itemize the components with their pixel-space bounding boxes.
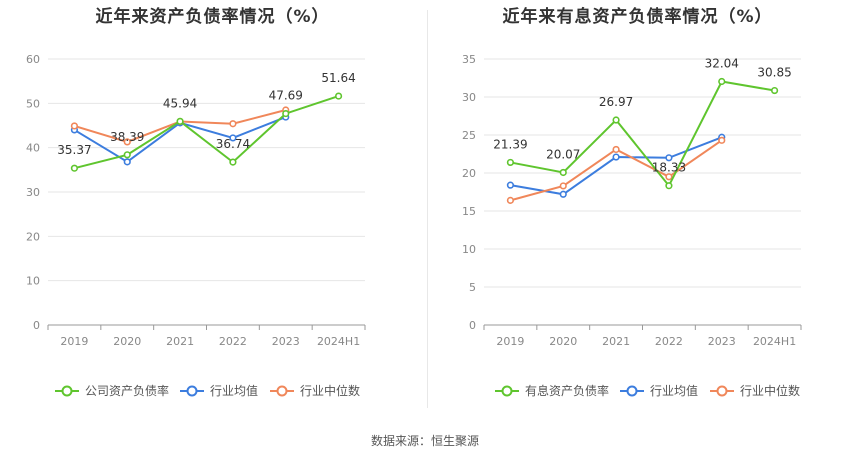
x-tick-label: 2024H1 bbox=[317, 335, 360, 348]
legend-item: 行业均值 bbox=[180, 383, 258, 398]
series-point bbox=[506, 158, 515, 167]
legend-marker bbox=[61, 385, 73, 397]
y-tick-label: 20 bbox=[462, 167, 476, 180]
right-chart-panel: 近年来有息资产负债率情况（%） 0 5 10 15 20 25 30 35 2019 2020 20… bbox=[425, 0, 850, 420]
series-point bbox=[612, 153, 620, 161]
y-tick-label: 0 bbox=[469, 319, 476, 332]
x-tick-label: 2024H1 bbox=[753, 335, 796, 348]
data-label: 18.33 bbox=[652, 161, 686, 175]
y-tick-label: 30 bbox=[26, 186, 40, 199]
legend-item: 公司资产负债率 bbox=[55, 383, 169, 398]
x-tick-label: 2023 bbox=[272, 335, 300, 348]
data-label: 21.39 bbox=[493, 137, 527, 151]
series-point bbox=[718, 77, 726, 86]
x-tick-label: 2021 bbox=[166, 335, 194, 348]
series-point bbox=[770, 86, 779, 95]
y-tick-label: 30 bbox=[462, 91, 476, 104]
y-tick-label: 0 bbox=[33, 319, 40, 332]
y-tick-label: 35 bbox=[462, 53, 476, 66]
right-chart-svg: 0 5 10 15 20 25 30 35 2019 2020 2021 2022 2023 2024H1… bbox=[462, 53, 802, 398]
series-point bbox=[506, 196, 515, 204]
series-point bbox=[334, 92, 343, 100]
x-tick-label: 2019 bbox=[496, 335, 524, 348]
series-point bbox=[612, 116, 620, 124]
series-point bbox=[559, 190, 567, 198]
left-chart-panel: 近年来资产负债率情况（%） 0 10 20 30 40 50 60 2019 2020 2021 2… bbox=[0, 0, 425, 420]
legend-marker bbox=[626, 385, 638, 397]
legend-marker bbox=[186, 385, 198, 397]
series-point bbox=[559, 168, 567, 177]
y-tick-label: 20 bbox=[26, 230, 40, 243]
legend-item: 行业均值 bbox=[620, 383, 698, 398]
series-point bbox=[70, 122, 79, 130]
series-point bbox=[718, 136, 726, 144]
series-point bbox=[229, 134, 237, 142]
data-label: 26.97 bbox=[599, 95, 633, 109]
data-label: 45.94 bbox=[163, 96, 197, 110]
y-tick-label: 5 bbox=[469, 281, 476, 294]
left-chart-svg: 0 10 20 30 40 50 60 2019 2020 2021 2022 2023 2024H1 3… bbox=[26, 53, 366, 398]
series-point bbox=[176, 117, 184, 125]
legend-item: 行业中位数 bbox=[710, 383, 800, 398]
series-point bbox=[282, 109, 290, 118]
left-chart-title: 近年来资产负债率情况（%） bbox=[95, 7, 330, 27]
legend-label: 行业均值 bbox=[650, 383, 698, 398]
series-point bbox=[612, 145, 620, 154]
x-tick-label: 2022 bbox=[655, 335, 683, 348]
series-line bbox=[510, 80, 775, 188]
x-tick-label: 2019 bbox=[60, 335, 88, 348]
data-label: 20.07 bbox=[546, 147, 580, 161]
y-tick-label: 40 bbox=[26, 142, 40, 155]
series-point bbox=[123, 151, 131, 159]
data-label: 36.74 bbox=[216, 137, 250, 151]
y-tick-label: 50 bbox=[26, 97, 40, 110]
series-point bbox=[665, 182, 673, 190]
x-tick-label: 2022 bbox=[219, 335, 247, 348]
panel-divider bbox=[427, 10, 428, 408]
data-source-label: 数据来源：恒生聚源 bbox=[370, 434, 479, 448]
data-label: 51.64 bbox=[321, 71, 355, 85]
legend-label: 行业中位数 bbox=[740, 383, 800, 398]
series-point bbox=[229, 120, 237, 128]
series-point bbox=[123, 158, 131, 166]
series-point bbox=[506, 181, 515, 189]
legend-label: 行业中位数 bbox=[300, 383, 360, 398]
legend-label: 公司资产负债率 bbox=[85, 383, 169, 398]
data-label: 38.39 bbox=[110, 130, 144, 144]
legend-label: 有息资产负债率 bbox=[525, 383, 609, 398]
data-label: 47.69 bbox=[269, 89, 303, 103]
data-label: 30.85 bbox=[757, 66, 791, 80]
right-chart-title: 近年来有息资产负债率情况（%） bbox=[502, 7, 773, 27]
y-tick-label: 60 bbox=[26, 53, 40, 66]
x-tick-label: 2020 bbox=[549, 335, 577, 348]
series-point bbox=[665, 154, 673, 162]
y-tick-label: 15 bbox=[462, 205, 476, 218]
series-point bbox=[229, 158, 237, 166]
y-tick-label: 10 bbox=[462, 243, 476, 256]
legend-marker bbox=[716, 385, 728, 397]
x-tick-label: 2023 bbox=[708, 335, 736, 348]
series-point bbox=[70, 164, 79, 172]
x-tick-label: 2021 bbox=[602, 335, 630, 348]
legend-item: 有息资产负债率 bbox=[495, 383, 609, 398]
series-point bbox=[665, 173, 673, 181]
legend-item: 行业中位数 bbox=[270, 383, 360, 398]
data-label: 32.04 bbox=[705, 56, 739, 70]
legend-marker bbox=[276, 385, 288, 397]
legend-label: 行业均值 bbox=[210, 383, 258, 398]
series-line bbox=[74, 95, 339, 170]
y-tick-label: 10 bbox=[26, 275, 40, 288]
y-tick-label: 25 bbox=[462, 129, 476, 142]
data-label: 35.37 bbox=[57, 143, 91, 157]
series-point bbox=[559, 182, 567, 190]
series-point bbox=[123, 138, 131, 146]
x-tick-label: 2020 bbox=[113, 335, 141, 348]
legend-marker bbox=[501, 385, 513, 397]
